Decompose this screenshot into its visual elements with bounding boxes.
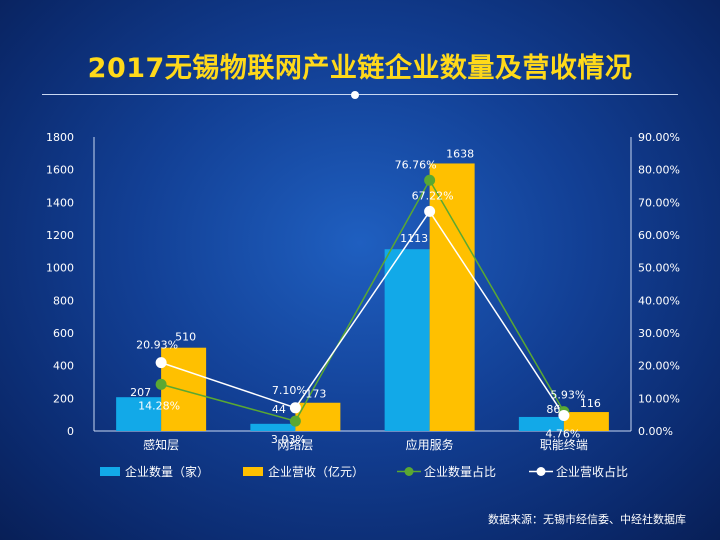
y-tick-label: 400 (53, 360, 74, 373)
y-tick-label: 600 (53, 327, 74, 340)
legend-label: 企业数量（家） (125, 464, 209, 479)
data-label-enterprise-revenue: 173 (305, 388, 326, 401)
data-label-enterprise-count-share: 76.76% (395, 158, 437, 171)
y2-tick-label: 40.00% (638, 294, 680, 307)
data-label-enterprise-revenue: 510 (175, 331, 196, 344)
data-label-enterprise-count: 44 (272, 403, 286, 416)
y2-tick-label: 50.00% (638, 262, 680, 275)
y-tick-label: 1000 (46, 262, 74, 275)
data-label-enterprise-revenue: 116 (580, 397, 601, 410)
x-tick-label: 应用服务 (406, 437, 454, 452)
y-tick-label: 1200 (46, 229, 74, 242)
title-divider-dot (351, 91, 359, 99)
y-tick-label: 1600 (46, 164, 74, 177)
bar-enterprise-count (250, 423, 296, 431)
legend-label: 企业营收（亿元） (268, 464, 364, 479)
x-tick-label: 职能终端 (540, 437, 588, 452)
data-source: 数据来源：无锡市经信委、中经社数据库 (488, 513, 686, 526)
y-tick-label: 1400 (46, 196, 74, 209)
y2-tick-label: 0.00% (638, 425, 673, 438)
y2-tick-label: 70.00% (638, 196, 680, 209)
y2-tick-label: 60.00% (638, 229, 680, 242)
point-enterprise-count-share (424, 174, 436, 186)
point-enterprise-revenue-share (155, 357, 167, 369)
y-tick-label: 1800 (46, 131, 74, 144)
y-tick-label: 0 (67, 425, 74, 438)
data-label-enterprise-count: 207 (130, 386, 151, 399)
data-label-enterprise-count-share: 5.93% (550, 389, 585, 402)
data-label-enterprise-revenue-share: 7.10% (272, 384, 307, 397)
y2-tick-label: 30.00% (638, 327, 680, 340)
data-label-enterprise-count: 86 (546, 403, 560, 416)
point-enterprise-revenue-share (558, 409, 570, 421)
bar-enterprise-count (116, 397, 162, 431)
point-enterprise-count-share (155, 378, 167, 390)
bar-enterprise-revenue (563, 412, 609, 431)
y-tick-label: 800 (53, 294, 74, 307)
data-label-enterprise-revenue-share: 4.76% (545, 427, 580, 440)
y2-tick-label: 10.00% (638, 392, 680, 405)
bar-enterprise-revenue (429, 163, 475, 431)
point-enterprise-count-share (289, 415, 301, 427)
data-label-enterprise-revenue: 1638 (446, 147, 474, 160)
y-tick-label: 200 (53, 392, 74, 405)
point-enterprise-revenue-share (424, 205, 436, 217)
y2-tick-label: 90.00% (638, 131, 680, 144)
data-label-enterprise-revenue-share: 67.22% (412, 189, 454, 202)
bar-enterprise-revenue (161, 347, 207, 431)
line-enterprise-revenue-share (160, 210, 565, 416)
bar-enterprise-revenue (295, 402, 341, 431)
chart-title: 2017无锡物联网产业链企业数量及营收情况 (87, 53, 633, 84)
data-label-enterprise-count-share: 14.28% (138, 399, 180, 412)
point-enterprise-revenue-share (289, 402, 301, 414)
bar-enterprise-count (518, 416, 564, 431)
legend-label: 企业数量占比 (424, 464, 496, 479)
data-label-enterprise-count: 1113 (400, 232, 428, 245)
bar-enterprise-count (384, 249, 430, 431)
y2-tick-label: 20.00% (638, 360, 680, 373)
legend-marker (404, 467, 414, 476)
legend-marker (536, 467, 546, 476)
legend-swatch (100, 467, 120, 476)
x-tick-label: 感知层 (143, 437, 179, 452)
y2-tick-label: 80.00% (638, 164, 680, 177)
line-enterprise-count-share (160, 178, 565, 422)
legend-label: 企业营收占比 (556, 464, 628, 479)
x-tick-label: 网络层 (277, 437, 313, 452)
data-label-enterprise-count-share: 3.03% (271, 433, 306, 446)
data-label-enterprise-revenue-share: 20.93% (136, 339, 178, 352)
title-divider (42, 94, 678, 95)
legend-swatch (243, 467, 263, 476)
